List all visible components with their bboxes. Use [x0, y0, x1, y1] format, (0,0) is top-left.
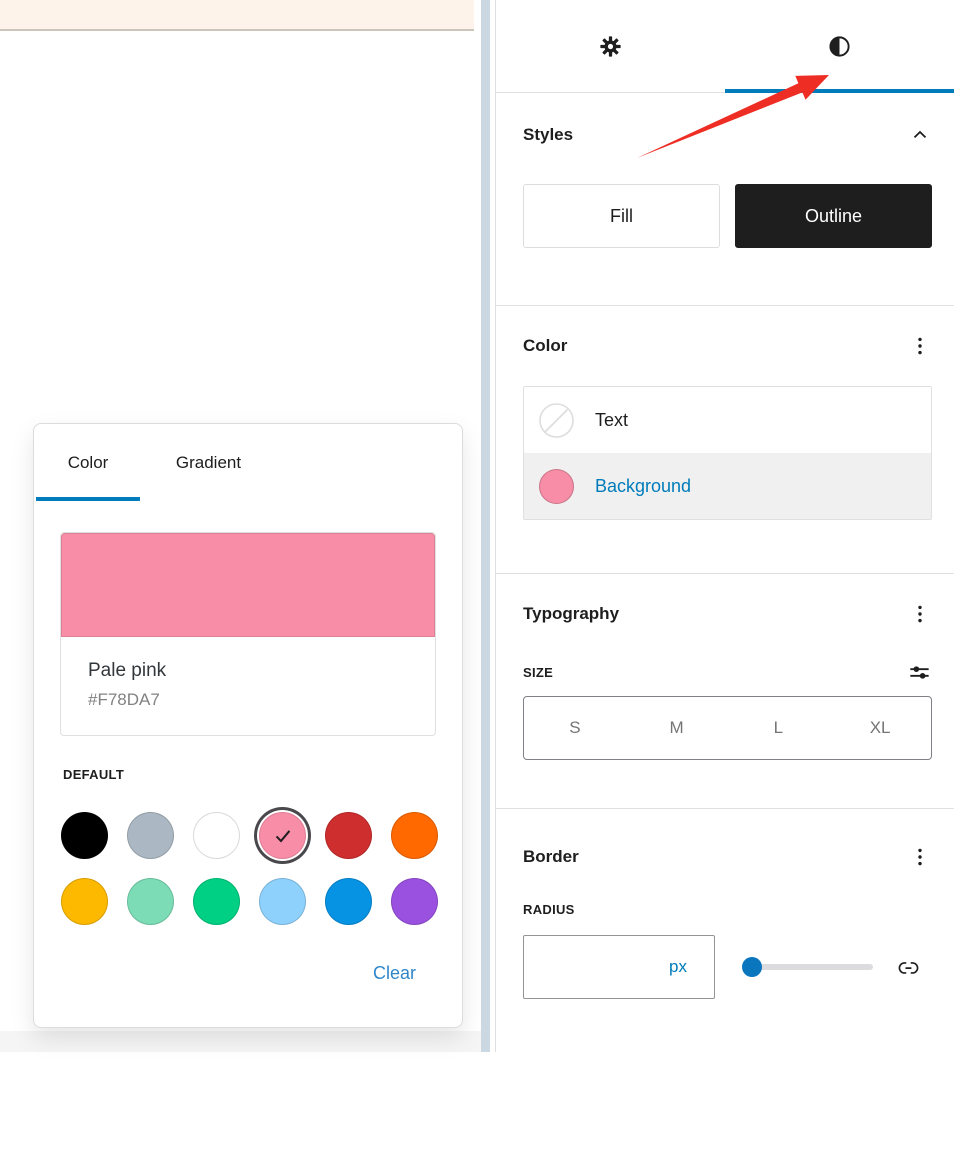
background-color-label: Background	[595, 475, 692, 496]
current-color-name: Pale pink	[88, 660, 167, 681]
border-section: Border RADIUS px	[496, 845, 954, 1174]
link-icon	[895, 954, 922, 981]
styles-section-title: Styles	[523, 125, 574, 144]
color-section-title: Color	[523, 336, 568, 355]
radius-input-wrap: px	[523, 935, 715, 999]
size-custom-settings-button[interactable]	[907, 660, 932, 685]
palette-color-pale-pink-selected[interactable]	[259, 812, 306, 859]
palette-color-gray[interactable]	[127, 812, 174, 859]
current-color-card[interactable]: Pale pink #F78DA7	[60, 532, 436, 736]
canvas-peach-block	[0, 0, 474, 31]
palette-color-black[interactable]	[61, 812, 108, 859]
radius-unit-select[interactable]: px	[669, 957, 687, 976]
chevron-up-icon	[908, 123, 932, 147]
radius-link-sides-button[interactable]	[895, 954, 922, 981]
popover-tab-gradient[interactable]: Gradient	[140, 424, 277, 501]
kebab-menu-icon	[908, 334, 932, 358]
color-picker-popover: Color Gradient Pale pink #F78DA7 DEFAULT…	[33, 423, 463, 1028]
palette-color-red[interactable]	[325, 812, 372, 859]
default-palette-grid	[61, 812, 462, 925]
palette-group-label: DEFAULT	[63, 767, 125, 782]
text-color-label: Text	[595, 409, 629, 430]
size-option-m[interactable]: M	[626, 697, 728, 759]
palette-color-light-green[interactable]	[127, 878, 174, 925]
current-color-info: Pale pink #F78DA7	[61, 637, 435, 710]
size-label: SIZE	[523, 664, 554, 680]
size-option-l[interactable]: L	[728, 697, 830, 759]
palette-color-white[interactable]	[193, 812, 240, 859]
radius-input[interactable]	[523, 935, 715, 999]
clear-color-link[interactable]: Clear	[372, 963, 416, 983]
check-icon	[272, 825, 294, 847]
typography-options-menu-button[interactable]	[908, 602, 932, 626]
tab-settings[interactable]	[496, 0, 725, 92]
style-variant-outline-button[interactable]: Outline	[735, 184, 932, 248]
palette-color-pale-blue[interactable]	[259, 878, 306, 925]
gear-icon	[597, 33, 624, 60]
size-option-xl[interactable]: XL	[829, 697, 931, 759]
radius-label: RADIUS	[523, 901, 575, 917]
current-color-swatch[interactable]	[61, 533, 435, 637]
popover-tabbar: Color Gradient	[34, 424, 462, 501]
typography-section-title: Typography	[523, 604, 620, 623]
sliders-settings-icon	[907, 660, 932, 685]
color-list: Text Background	[523, 386, 932, 520]
contrast-icon	[826, 33, 853, 60]
text-color-row[interactable]: Text	[524, 387, 931, 453]
kebab-menu-icon	[908, 602, 932, 626]
font-size-segmented-control: S M L XL	[523, 696, 932, 760]
tab-styles[interactable]	[725, 0, 954, 93]
sidebar-tabbar	[496, 0, 954, 93]
palette-color-purple[interactable]	[391, 878, 438, 925]
background-color-row[interactable]: Background	[524, 453, 931, 519]
kebab-menu-icon	[908, 845, 932, 869]
style-variant-fill-button[interactable]: Fill	[523, 184, 720, 248]
canvas-bottom-strip	[0, 1031, 481, 1052]
styles-collapse-button[interactable]	[908, 123, 932, 147]
palette-color-green[interactable]	[193, 878, 240, 925]
color-options-menu-button[interactable]	[908, 334, 932, 358]
size-option-s[interactable]: S	[524, 697, 626, 759]
radius-slider-track	[742, 964, 873, 970]
radius-slider[interactable]	[742, 957, 873, 977]
typography-section: Typography SIZE	[496, 602, 954, 809]
background-color-swatch	[539, 468, 574, 504]
block-settings-sidebar: Styles Fill Outline Color	[495, 0, 954, 1052]
palette-color-blue[interactable]	[325, 878, 372, 925]
color-section: Color Text	[496, 334, 954, 574]
border-section-title: Border	[523, 847, 579, 866]
no-color-icon	[539, 402, 574, 438]
current-color-hex: #F78DA7	[88, 690, 160, 709]
editor-scrollbar[interactable]	[481, 0, 490, 1052]
palette-color-orange[interactable]	[391, 812, 438, 859]
border-options-menu-button[interactable]	[908, 845, 932, 869]
popover-tab-color[interactable]: Color	[36, 424, 140, 501]
radius-slider-thumb[interactable]	[742, 957, 762, 977]
styles-section: Styles Fill Outline	[496, 123, 954, 306]
palette-color-amber[interactable]	[61, 878, 108, 925]
